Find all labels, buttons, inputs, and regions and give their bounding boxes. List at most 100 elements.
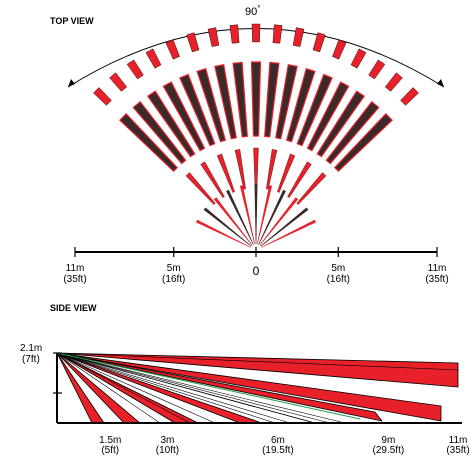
top-far-zone-outer [312, 32, 326, 53]
top-far-zone-inner [232, 61, 248, 138]
top-axis-label-ft: (16ft) [327, 274, 350, 285]
top-mid-zone [200, 161, 225, 198]
top-near-zone [260, 207, 309, 247]
side-axis-label-m: 3m [161, 435, 175, 446]
side-fan-line [56, 352, 331, 424]
top-near-zone [196, 219, 251, 248]
top-near-zone [257, 185, 273, 245]
side-view-beams [56, 352, 459, 424]
side-fan-line [56, 352, 346, 424]
side-detection-beam [56, 352, 459, 388]
top-axis-label-ft: (16ft) [162, 274, 185, 285]
top-mid-zone [234, 149, 246, 190]
top-far-zone-outer [126, 59, 144, 80]
side-view: SIDE VIEW 2.1m (7ft) 1.5m(5ft) 3m(10ft) 6m… [20, 303, 470, 456]
side-axis-label-m: 6m [271, 435, 285, 446]
top-far-zone-outer [165, 39, 180, 60]
top-far-zone-inner [119, 113, 179, 173]
side-axis-label-ft: (29.5ft) [373, 445, 405, 456]
top-axis-label-m: 11m [66, 263, 85, 274]
top-mid-zone [185, 172, 216, 205]
angle-label: 90° [245, 4, 260, 18]
top-mid-zone [277, 153, 296, 193]
top-view: TOP VIEW 90° 11m(35ft)5m(16ft)0 5m(16ft)1… [50, 4, 449, 285]
top-mid-zone [216, 153, 235, 193]
top-axis-label-m: 5m [167, 263, 181, 274]
top-far-zone-inner [275, 63, 298, 140]
top-near-zone [203, 207, 252, 247]
top-far-zone-inner [179, 73, 216, 147]
top-view-beams [93, 23, 419, 248]
side-detection-beam [56, 352, 442, 422]
top-far-zone-outer [368, 59, 386, 80]
top-near-zone [258, 189, 286, 245]
top-far-zone-outer [272, 24, 283, 44]
top-near-zone [213, 197, 253, 246]
side-axis-label-m: 9m [381, 435, 395, 446]
top-far-zone-inner [214, 63, 237, 140]
top-far-zone-inner [296, 73, 333, 147]
side-detection-beam [56, 352, 316, 424]
side-axis-labels: 1.5m(5ft) 3m(10ft) 6m(19.5ft) 9m(29.5ft) 11m… [99, 435, 470, 456]
side-axis-label-ft: (19.5ft) [262, 445, 294, 456]
side-fan-line [56, 352, 161, 424]
top-far-zone-outer [350, 48, 367, 69]
top-near-zone [261, 219, 316, 248]
top-far-zone-outer [109, 72, 128, 92]
top-mid-zone [296, 172, 327, 205]
height-label: 2.1m [20, 343, 42, 354]
top-far-zone-inner [306, 81, 350, 152]
side-fan-line [56, 352, 459, 371]
side-axis-label-ft: (10ft) [156, 445, 179, 456]
side-axis-label-ft: (35ft) [446, 445, 469, 456]
top-far-zone-outer [207, 27, 220, 47]
top-far-zone-inner [196, 68, 227, 143]
top-axis-label-m: 0 [253, 264, 260, 278]
top-view-title: TOP VIEW [50, 16, 94, 26]
top-axis-label-ft: (35ft) [425, 274, 448, 285]
top-far-zone-inner [316, 90, 366, 158]
top-far-zone-inner [285, 68, 316, 143]
top-axis-label-m: 11m [428, 263, 447, 274]
top-far-zone-outer [251, 23, 261, 43]
top-far-zone-inner [264, 61, 280, 138]
top-near-zone [226, 189, 254, 245]
side-fan-line [56, 352, 276, 424]
top-axis-label-m: 5m [331, 263, 345, 274]
top-far-zone-outer [229, 24, 240, 44]
side-fan-line [56, 352, 191, 424]
angle-label-bg [239, 5, 273, 19]
top-near-zone [259, 197, 299, 246]
arc-arrow-right [437, 79, 444, 87]
top-far-zone-inner [146, 90, 196, 158]
side-view-title: SIDE VIEW [50, 303, 97, 313]
side-axis-label-ft: (5ft) [101, 445, 119, 456]
top-far-zone-outer [93, 87, 112, 106]
top-near-zone [254, 184, 258, 244]
side-fan-line [56, 352, 216, 424]
side-fan-line [56, 352, 291, 424]
top-far-zone-outer [400, 87, 419, 106]
top-far-zone-inner [325, 100, 380, 165]
top-axis-label-ft: (35ft) [63, 274, 86, 285]
top-mid-zone [287, 161, 312, 198]
top-far-zone-outer [186, 32, 200, 53]
height-label-ft: (7ft) [22, 354, 40, 365]
top-far-zone-outer [292, 27, 305, 47]
top-far-zone-outer [332, 39, 347, 60]
side-axis-label-m: 1.5m [99, 435, 121, 446]
top-mid-zone [253, 147, 259, 189]
top-far-zone-inner [132, 100, 187, 165]
top-far-zone-outer [145, 48, 162, 69]
top-axis-labels: 11m(35ft)5m(16ft)0 5m(16ft)11m(35ft) [63, 247, 449, 285]
side-detection-beam [56, 352, 383, 422]
top-mid-zone [266, 149, 278, 190]
side-axis-label-m: 11m [449, 435, 468, 446]
top-far-zone-outer [384, 72, 403, 92]
side-fan-line-accent [56, 352, 361, 420]
top-far-zone-inner [250, 61, 262, 137]
arc-arrow-left [68, 79, 75, 87]
top-far-zone-inner [333, 113, 393, 173]
top-far-zone-inner [162, 81, 206, 152]
